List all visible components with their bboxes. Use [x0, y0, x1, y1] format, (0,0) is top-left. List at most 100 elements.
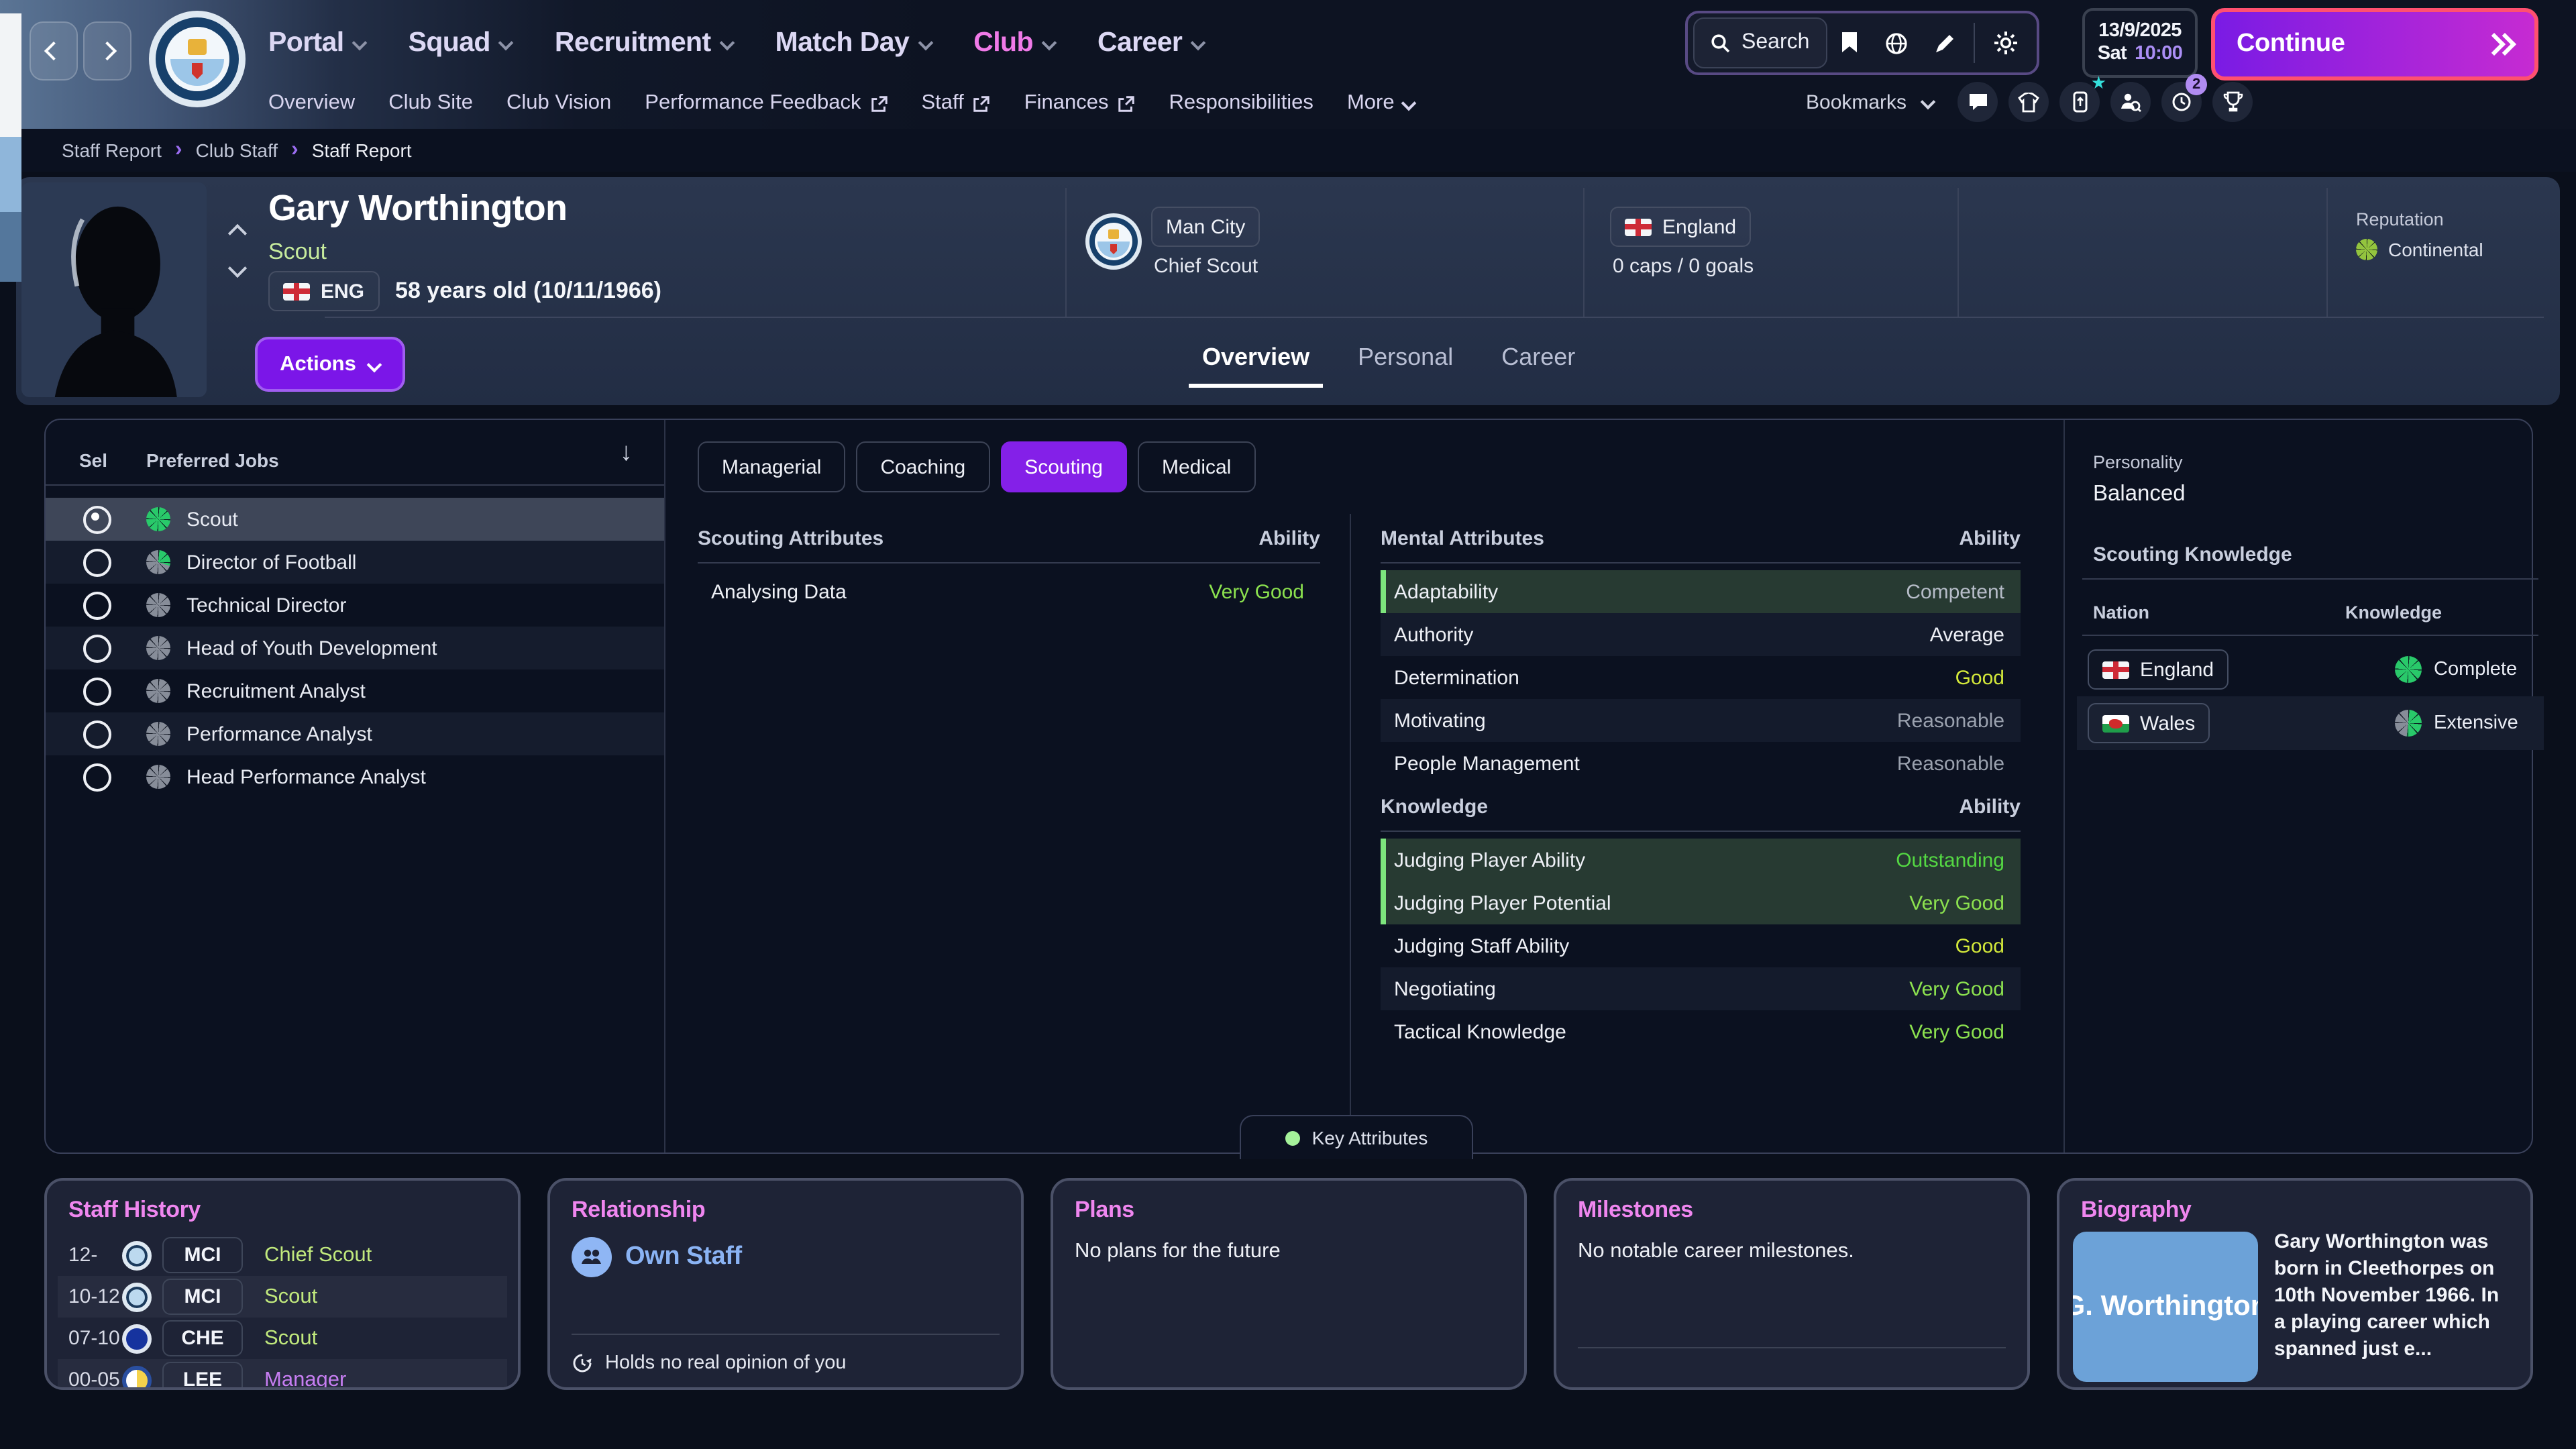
divider [2326, 188, 2328, 317]
job-row-performance-analyst[interactable]: Performance Analyst [46, 712, 664, 755]
club-chip[interactable]: Man City [1151, 207, 1260, 247]
club-crest-icon[interactable] [148, 9, 247, 109]
reputation-label: Reputation [2356, 209, 2444, 229]
forward-button[interactable] [83, 21, 131, 80]
relationship-note: Holds no real opinion of you [605, 1352, 847, 1374]
sort-descending-icon[interactable]: ↓ [620, 439, 633, 467]
nav-match-day[interactable]: Match Day [775, 27, 933, 59]
attr-row-determination: Determination Good [1394, 666, 2004, 689]
radio-icon[interactable] [83, 548, 111, 576]
divider [1381, 830, 2021, 832]
previous-staff-button[interactable] [227, 223, 248, 247]
job-row-director-of-football[interactable]: Director of Football [46, 541, 664, 584]
breadcrumb-item[interactable]: Staff Report [62, 140, 162, 161]
subnav-club-vision[interactable]: Club Vision [506, 91, 612, 114]
history-row[interactable]: 07-10 CHE Scout [58, 1318, 507, 1359]
tab-managerial[interactable]: Managerial [698, 441, 846, 492]
actions-button[interactable]: Actions [255, 337, 405, 392]
history-row[interactable]: 12- MCI Chief Scout [58, 1234, 507, 1276]
tab-medical[interactable]: Medical [1137, 441, 1256, 492]
continue-button[interactable]: Continue [2211, 8, 2538, 80]
trophies-button[interactable] [2212, 82, 2253, 122]
nation-chip[interactable]: Wales [2088, 703, 2210, 743]
subnav-more[interactable]: More [1347, 91, 1417, 115]
job-row-technical-director[interactable]: Technical Director [46, 584, 664, 627]
bookmark-button[interactable] [1827, 32, 1871, 54]
subnav-responsibilities[interactable]: Responsibilities [1169, 91, 1313, 114]
attr-row-judging-staff-ability: Judging Staff Ability Good [1394, 934, 2004, 957]
job-row-head-of-youth-development[interactable]: Head of Youth Development [46, 627, 664, 669]
attr-row-judging-player-potential: Judging Player Potential Very Good [1381, 881, 2021, 924]
radio-icon[interactable] [83, 591, 111, 619]
phone-icon [2072, 91, 2087, 113]
divider [1065, 188, 1067, 317]
key-attributes-legend: Key Attributes [1240, 1115, 1473, 1159]
staff-portrait [21, 182, 207, 397]
tab-coaching[interactable]: Coaching [856, 441, 990, 492]
qualification-pie-icon [146, 679, 170, 703]
england-flag-icon [283, 282, 310, 300]
edit-button[interactable] [1921, 33, 1968, 53]
nation-chip[interactable]: England [1610, 207, 1752, 247]
job-row-head-performance-analyst[interactable]: Head Performance Analyst [46, 755, 664, 798]
radio-icon[interactable] [83, 720, 111, 748]
window-edge-decoration [0, 13, 21, 282]
job-row-scout[interactable]: Scout [46, 498, 664, 541]
chevron-right-icon: › [174, 138, 182, 161]
squad-shirt-button[interactable] [2008, 82, 2049, 122]
nav-squad[interactable]: Squad [409, 27, 515, 59]
recent-history-button[interactable]: 2 [2161, 74, 2208, 122]
radio-icon[interactable] [83, 634, 111, 662]
search-icon [1711, 34, 1730, 52]
history-row[interactable]: 10-12 MCI Scout [58, 1276, 507, 1318]
subnav-performance-feedback[interactable]: Performance Feedback [645, 91, 888, 115]
tab-scouting[interactable]: Scouting [1000, 441, 1127, 492]
breadcrumb-item[interactable]: Club Staff [195, 140, 278, 161]
subnav-staff[interactable]: Staff [922, 91, 991, 115]
subnav-club-site[interactable]: Club Site [388, 91, 474, 114]
divider [1973, 23, 1975, 63]
trophy-icon [2222, 91, 2243, 112]
radio-selected-icon[interactable] [83, 505, 111, 533]
double-chevron-icon [2483, 33, 2516, 56]
nation-column-header: Nation [2093, 602, 2149, 623]
inbox-messages-button[interactable] [1957, 82, 1998, 122]
next-staff-button[interactable] [227, 258, 248, 282]
key-attribute-dot-icon [1285, 1130, 1300, 1145]
game-date[interactable]: 13/9/2025 Sat 10:00 [2082, 8, 2198, 78]
radio-icon[interactable] [83, 677, 111, 705]
nav-recruitment[interactable]: Recruitment [555, 27, 735, 59]
radio-icon[interactable] [83, 763, 111, 791]
device-updates-button[interactable]: ★ [2059, 72, 2106, 122]
breadcrumb: Staff Report › Club Staff › Staff Report [0, 129, 2576, 172]
nav-portal[interactable]: Portal [268, 27, 368, 59]
qualification-pie-icon [146, 765, 170, 789]
qualification-pie-icon [146, 593, 170, 617]
england-flag-icon [1625, 218, 1652, 235]
attr-row-authority: Authority Average [1381, 613, 2021, 656]
profile-tabs: Overview Personal Career [1188, 343, 1576, 388]
subnav-overview[interactable]: Overview [268, 91, 356, 114]
search-input[interactable]: Search [1693, 17, 1827, 68]
divider [2082, 578, 2538, 580]
chevron-down-icon [1190, 35, 1206, 51]
world-button[interactable] [1871, 32, 1921, 54]
scouting-knowledge-title: Scouting Knowledge [2093, 543, 2292, 566]
scouting-search-button[interactable] [2110, 82, 2151, 122]
personality-label: Personality [2093, 452, 2183, 472]
nav-career[interactable]: Career [1097, 27, 1206, 59]
subnav-finances[interactable]: Finances [1024, 91, 1136, 115]
tab-career[interactable]: Career [1501, 343, 1576, 370]
job-row-recruitment-analyst[interactable]: Recruitment Analyst [46, 669, 664, 712]
nationality-chip[interactable]: ENG [268, 271, 380, 311]
tab-overview[interactable]: Overview [1188, 343, 1324, 388]
tab-personal[interactable]: Personal [1358, 343, 1454, 370]
bookmarks-label[interactable]: Bookmarks [1806, 91, 1907, 113]
attr-row-people-management: People Management Reasonable [1394, 752, 2004, 775]
nation-chip[interactable]: England [2088, 649, 2229, 690]
settings-button[interactable] [1980, 31, 2031, 55]
back-button[interactable] [30, 21, 78, 80]
nav-club[interactable]: Club [973, 27, 1057, 59]
bookmarks-row: Bookmarks ★ [1806, 72, 2253, 123]
history-row[interactable]: 00-05 LEE Manager [58, 1359, 507, 1387]
